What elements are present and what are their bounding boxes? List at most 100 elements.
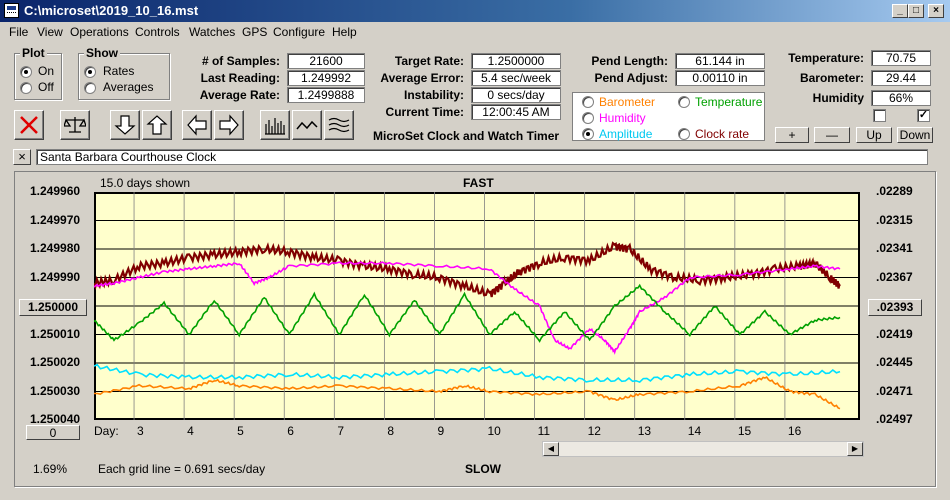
series-line-4	[94, 376, 841, 410]
right-axis-tick: .02471	[876, 383, 913, 398]
plot-off-radio[interactable]	[20, 82, 32, 94]
menu-configure[interactable]: Configure	[273, 25, 326, 39]
arrow-right-button[interactable]	[214, 110, 244, 140]
clear-button[interactable]	[14, 110, 44, 140]
menu-gps[interactable]: GPS	[242, 25, 268, 39]
right-axis-tick: .02419	[876, 326, 913, 341]
humidity-field: 66%	[871, 90, 931, 106]
scroll-left-arrow[interactable]: ◀	[543, 442, 559, 456]
menu-controls[interactable]: Controls	[135, 25, 180, 39]
amplitude-radio[interactable]	[582, 128, 594, 140]
up-button[interactable]: Up	[856, 127, 892, 143]
pend-adjust-field[interactable]: 0.00110 in	[675, 70, 765, 86]
down-button[interactable]: Down	[897, 127, 933, 143]
temperature-field: 70.75	[871, 50, 931, 66]
day-axis-label: Day:	[94, 424, 119, 438]
right-axis-tick: .02289	[876, 184, 913, 198]
right-axis-tick: .02497	[876, 412, 913, 426]
barometer-radio[interactable]	[582, 96, 594, 108]
sensor-options-box	[572, 92, 765, 141]
balance-button[interactable]	[60, 110, 90, 140]
show-averages-label: Averages	[103, 80, 154, 94]
clock-name-input[interactable]: Santa Barbara Courthouse Clock	[36, 149, 928, 165]
scroll-right-arrow[interactable]: ▶	[847, 442, 863, 456]
menu-operations[interactable]: Operations	[70, 25, 129, 39]
show-group-title: Show	[84, 46, 120, 60]
x-axis-tick: 3	[137, 424, 144, 438]
x-axis-tick: 6	[287, 424, 294, 438]
minus-button[interactable]: —	[814, 127, 850, 143]
arrow-up-button[interactable]	[142, 110, 172, 140]
left-axis-tick: 1.250010	[30, 326, 81, 341]
clock-rate-radio[interactable]	[678, 128, 690, 140]
pend-length-field[interactable]: 61.144 in	[675, 53, 765, 69]
x-axis-tick: 16	[787, 424, 802, 438]
wave-chart-button[interactable]	[324, 110, 354, 140]
arrow-down-icon	[114, 115, 136, 135]
show-averages-radio[interactable]	[84, 82, 96, 94]
humidity-option-label: Humidity	[599, 111, 646, 125]
app-icon	[4, 3, 19, 18]
chart-panel	[14, 171, 936, 487]
humidity-label: Humidity	[812, 91, 864, 105]
app-name-label: MicroSet Clock and Watch Timer	[373, 129, 560, 143]
plot-off-label: Off	[38, 80, 54, 94]
right-axis-tick: .02445	[876, 355, 913, 369]
menu-help[interactable]: Help	[332, 25, 357, 39]
x-axis-tick: 12	[587, 424, 601, 438]
maximize-button[interactable]: □	[908, 4, 924, 18]
instability-field: 0 secs/day	[471, 87, 561, 103]
plus-button[interactable]: +	[775, 127, 809, 143]
arrow-down-button[interactable]	[110, 110, 140, 140]
humidity-radio[interactable]	[582, 112, 594, 124]
days-shown-label: 15.0 days shown	[100, 176, 191, 190]
plot-on-label: On	[38, 64, 55, 78]
corner-percent-label: 1.69%	[33, 462, 68, 476]
right-axis-tick: .02315	[876, 212, 913, 227]
instability-label: Instability:	[403, 88, 464, 102]
bottom-value-button[interactable]: 0	[26, 425, 80, 440]
temperature-option-label: Temperature	[695, 95, 763, 109]
horizontal-scrollbar[interactable]: ◀ ▶	[542, 441, 864, 457]
left-axis-tick: 1.249980	[30, 241, 81, 255]
avg-rate-field: 1.2499888	[287, 87, 365, 103]
checkbox-checked[interactable]: ✓	[917, 109, 930, 122]
bar-chart-button[interactable]	[260, 110, 290, 140]
x-axis-tick: 10	[487, 424, 501, 438]
menu-bar: File View Operations Controls Watches GP…	[0, 22, 950, 42]
last-reading-label: Last Reading:	[200, 71, 280, 85]
left-axis-tick: 1.250030	[30, 383, 81, 398]
temperature-radio[interactable]	[678, 96, 690, 108]
clear-name-button[interactable]: ×	[13, 149, 31, 165]
current-time-field: 12:00:45 AM	[471, 104, 561, 120]
barometer-field: 29.44	[871, 70, 931, 86]
menu-view[interactable]: View	[37, 25, 63, 39]
x-axis-tick: 14	[687, 424, 702, 438]
avg-rate-label: Average Rate:	[199, 88, 280, 102]
right-axis-tick: .02367	[876, 269, 913, 284]
arrow-left-button[interactable]	[182, 110, 212, 140]
pend-adjust-label: Pend Adjust:	[594, 71, 668, 85]
x-axis-tick: 9	[437, 424, 445, 438]
left-axis-tick: 1.249990	[30, 269, 81, 284]
series-line-3	[94, 363, 841, 384]
right-axis-selected-button[interactable]: .02393	[868, 299, 922, 316]
series-line-0	[94, 241, 841, 298]
left-axis-tick: 1.249960	[30, 184, 81, 198]
minimize-button[interactable]: _	[892, 4, 908, 18]
bar-chart-icon	[265, 118, 285, 135]
show-rates-radio[interactable]	[84, 66, 96, 78]
multi-wave-icon	[328, 117, 350, 133]
title-bar: C:\microset\2019_10_16.mst _ □ ×	[0, 0, 950, 22]
line-chart-button[interactable]	[292, 110, 322, 140]
x-axis-tick: 15	[737, 424, 752, 438]
menu-file[interactable]: File	[9, 25, 29, 39]
target-rate-field[interactable]: 1.2500000	[471, 53, 561, 69]
menu-watches[interactable]: Watches	[189, 25, 236, 39]
close-button[interactable]: ×	[928, 4, 944, 18]
checkbox-unchecked[interactable]	[873, 109, 886, 122]
left-axis-selected-button[interactable]: 1.250000	[19, 299, 87, 316]
x-axis-tick: 8	[387, 424, 395, 438]
temperature-label: Temperature:	[788, 51, 864, 65]
plot-on-radio[interactable]	[20, 66, 32, 78]
